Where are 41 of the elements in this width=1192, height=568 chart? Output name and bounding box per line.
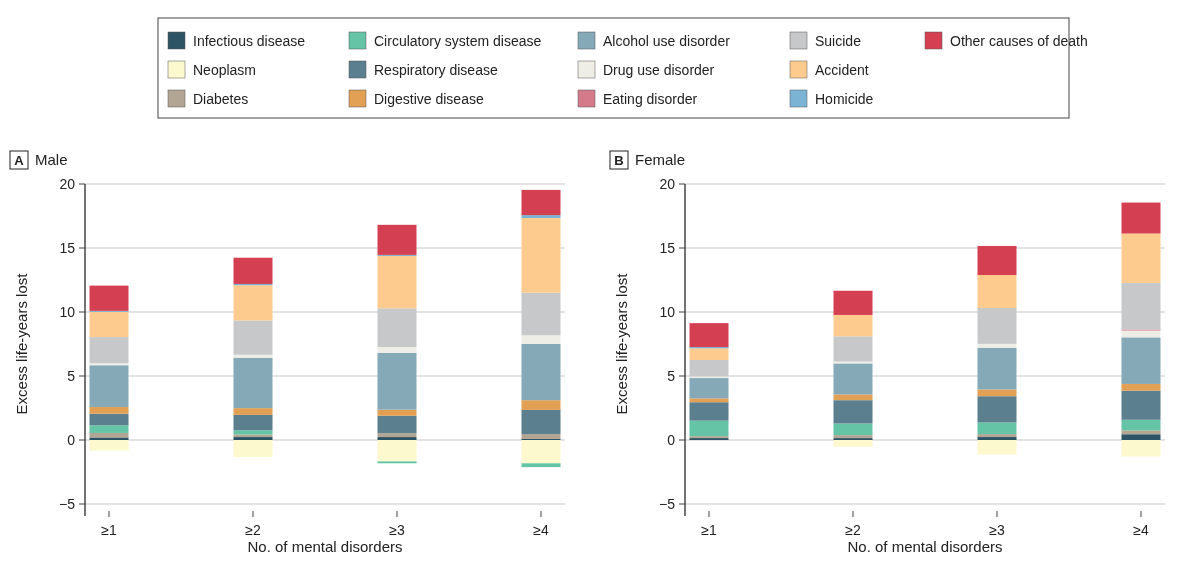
x-tick-label: ≥1 <box>701 522 717 538</box>
legend-label: Homicide <box>815 91 874 107</box>
y-tick-label: 10 <box>59 304 76 320</box>
y-tick-label: 20 <box>659 176 676 192</box>
x-axis-title: No. of mental disorders <box>847 538 1003 555</box>
legend-label: Digestive disease <box>374 91 484 107</box>
legend-label: Eating disorder <box>603 91 698 107</box>
text: A <box>14 153 25 168</box>
x-tick-label: ≥2 <box>245 522 261 538</box>
y-tick-label: 20 <box>59 176 76 192</box>
y-tick-label: 5 <box>67 368 76 384</box>
y-tick-label: 0 <box>67 432 76 448</box>
legend-label: Drug use disorder <box>603 62 715 78</box>
legend-label: Other causes of death <box>950 33 1088 49</box>
y-tick-label: −5 <box>659 496 676 512</box>
x-tick-label: ≥4 <box>1133 522 1149 538</box>
legend-label: Neoplasm <box>193 62 257 78</box>
y-axis-title: Excess life-years lost <box>13 272 30 415</box>
y-tick-label: 5 <box>667 368 676 384</box>
x-tick-label: ≥2 <box>845 522 861 538</box>
y-tick-label: 10 <box>659 304 676 320</box>
x-tick-label: ≥3 <box>389 522 405 538</box>
x-tick-label: ≥4 <box>533 522 549 538</box>
text: B <box>614 153 624 168</box>
legend-label: Alcohol use disorder <box>603 33 731 49</box>
y-tick-label: −5 <box>59 496 76 512</box>
legend-label: Circulatory system disease <box>374 33 542 49</box>
y-tick-label: 0 <box>667 432 676 448</box>
chart-title: Male <box>35 151 68 168</box>
x-tick-label: ≥3 <box>989 522 1005 538</box>
y-axis-title: Excess life-years lost <box>613 272 630 415</box>
legend-label: Suicide <box>815 33 862 49</box>
chart-title: Female <box>635 151 686 168</box>
legend-label: Respiratory disease <box>374 62 498 78</box>
y-tick-label: 15 <box>59 240 76 256</box>
y-tick-label: 15 <box>659 240 676 256</box>
x-tick-label: ≥1 <box>101 522 117 538</box>
legend-label: Infectious disease <box>193 33 306 49</box>
legend-label: Accident <box>815 62 869 78</box>
x-axis-title: No. of mental disorders <box>247 538 403 555</box>
legend-label: Diabetes <box>193 91 249 107</box>
